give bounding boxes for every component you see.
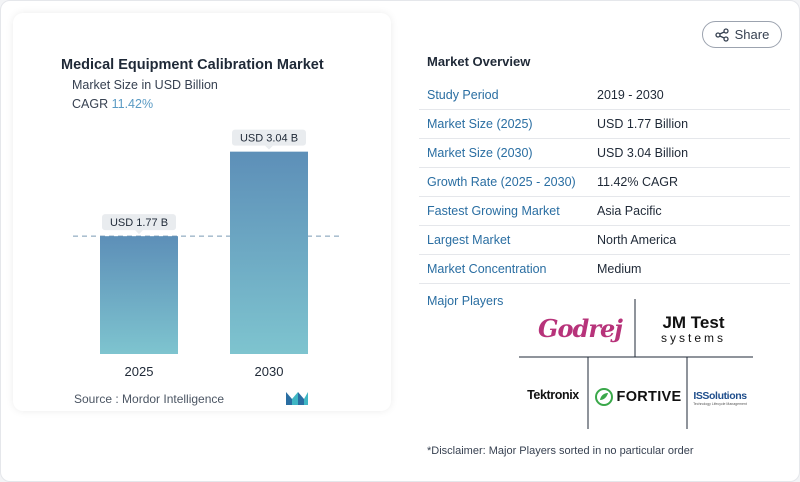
tektronix-logo: Tektronix <box>521 381 585 409</box>
bar-chart: USD 1.77 B 2025 USD 3.04 B 2030 <box>73 129 339 379</box>
overview-key: Market Concentration <box>427 262 547 276</box>
x-tick-label: 2030 <box>255 364 284 379</box>
data-label-bg <box>232 129 306 146</box>
data-label-pointer <box>265 145 273 150</box>
fortive-logo-text: FORTIVE <box>616 389 682 405</box>
overview-row: Market Size (2025) USD 1.77 Billion <box>419 110 790 139</box>
chart-title: Medical Equipment Calibration Market <box>61 57 324 73</box>
overview-title: Market Overview <box>427 54 531 69</box>
overview-row: Growth Rate (2025 - 2030) 11.42% CAGR <box>419 168 790 197</box>
overview-value: USD 1.77 Billion <box>597 117 689 131</box>
overview-key: Largest Market <box>427 233 511 247</box>
jm-test-logo-line1: JM Test <box>662 312 725 332</box>
overview-key: Fastest Growing Market <box>427 204 560 218</box>
bar <box>100 236 178 354</box>
overview-row: Fastest Growing Market Asia Pacific <box>419 197 790 226</box>
jm-test-logo-line2: systems <box>660 330 726 345</box>
mordor-logo-icon <box>286 392 308 405</box>
iss-logo-tagline: Technology Lifecycle Management <box>693 402 747 406</box>
overview-row: Study Period 2019 - 2030 <box>419 81 790 110</box>
godrej-logo: Godrej <box>537 307 623 349</box>
overview-key: Study Period <box>427 88 499 102</box>
data-label: USD 3.04 B <box>240 133 298 145</box>
tektronix-logo-text: Tektronix <box>527 388 579 402</box>
jm-test-logo: JM Test systems <box>646 309 741 349</box>
chart-panel <box>13 13 391 411</box>
fortive-logo: FORTIVE <box>592 383 684 411</box>
data-label-bg <box>102 214 176 231</box>
share-icon <box>714 27 729 42</box>
players-label: Major Players <box>427 294 504 308</box>
overview-value: North America <box>597 233 677 247</box>
cagr-value: 11.42% <box>111 97 154 111</box>
chart-subtitle: Market Size in USD Billion <box>72 78 218 92</box>
overview-value: Asia Pacific <box>597 204 662 218</box>
overview-value: 11.42% CAGR <box>597 175 679 189</box>
fortive-leaf-icon <box>594 388 613 406</box>
overview-value: USD 3.04 Billion <box>597 146 689 160</box>
godrej-logo-text: Godrej <box>538 313 623 343</box>
overview-row: Market Concentration Medium <box>419 255 790 284</box>
iss-solutions-logo: ISSolutions Technology Lifecycle Managem… <box>691 381 749 415</box>
overview-key: Market Size (2025) <box>427 117 533 131</box>
overview-key: Growth Rate (2025 - 2030) <box>427 175 576 189</box>
cagr-label: CAGR <box>72 97 109 111</box>
overview-key: Market Size (2030) <box>427 146 533 160</box>
data-label: USD 1.77 B <box>110 217 168 229</box>
overview-row: Market Size (2030) USD 3.04 Billion <box>419 139 790 168</box>
disclaimer: *Disclaimer: Major Players sorted in no … <box>427 445 694 457</box>
chart-cagr: CAGR 11.42% <box>72 97 153 111</box>
iss-logo-text: ISSolutions <box>693 390 747 402</box>
x-tick-label: 2025 <box>125 364 154 379</box>
share-button[interactable]: Share <box>702 21 782 48</box>
data-label-pointer <box>135 230 143 235</box>
share-label: Share <box>734 27 770 42</box>
overview-value: Medium <box>597 262 642 276</box>
chart-source: Source : Mordor Intelligence <box>74 392 225 406</box>
overview-row: Largest Market North America <box>419 226 790 255</box>
overview-value: 2019 - 2030 <box>597 88 664 102</box>
bar <box>230 151 308 354</box>
